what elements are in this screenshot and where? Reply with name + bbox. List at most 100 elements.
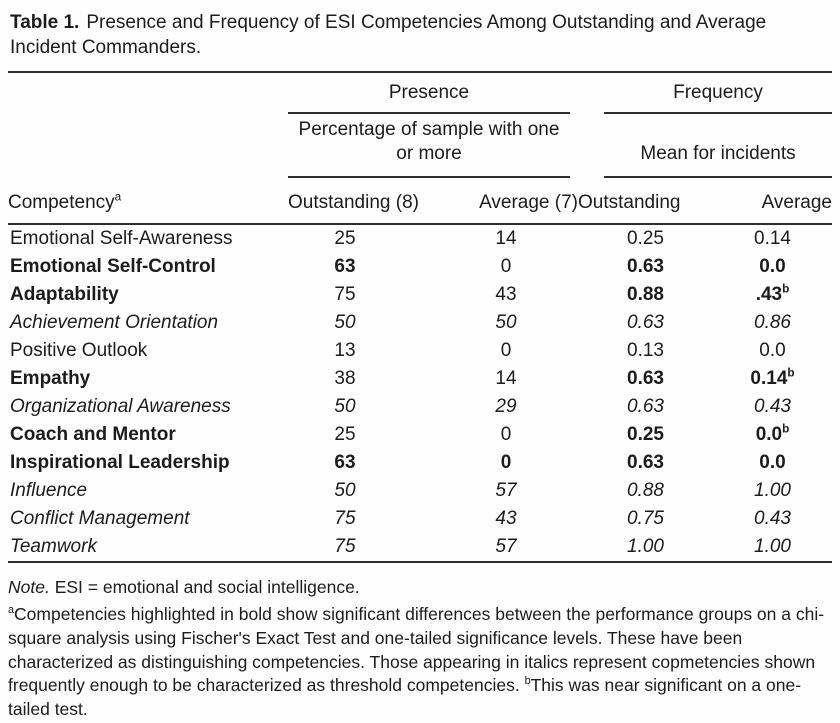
outstanding-8-column-header: Outstanding (8) [288,178,438,226]
footnote-b-marker: b [524,675,531,688]
value-text: 1.00 [754,536,791,558]
outstanding-column-header: Outstanding [578,178,713,226]
value-text: 0.0 [755,424,783,446]
frequency-subheader-cell: Mean for incidents [578,114,832,179]
presence-header: Presence [288,73,570,115]
value-text: 0.43 [754,508,791,530]
table-row: Influence 50 57 0.88 1.00 [8,477,832,505]
table-title: Table 1. Presence and Frequency of ESI Co… [10,10,825,60]
table-row: Adaptability 75 43 0.88 .43b [8,281,832,309]
value-text: 0.43 [754,396,791,418]
value-cell: 50 [334,312,356,334]
footnote-a-text: Competencies highlighted in bold show si… [8,603,825,696]
value-cell: 75 [334,536,356,558]
value-cell: 0.86 [713,309,832,337]
frequency-spanner-cell: Frequency [578,72,832,115]
presence-subheader-label: Percentage of sample with one or more [298,118,560,165]
value-cell: .43b [713,281,832,309]
value-cell: 1.00 [627,536,664,558]
value-cell: 0.63 [627,256,664,278]
value-cell: 14 [495,368,517,390]
value-cell: 0.0 [713,337,832,365]
competency-column-header: Competencya [8,178,288,226]
competency-name: Teamwork [10,536,97,558]
table-number: Table 1. [10,12,80,33]
table-row: Inspirational Leadership 63 0 0.63 0.0 [8,449,832,477]
stub-cell [8,114,288,178]
value-cell: 0.0 [713,449,832,477]
value-cell: 0.14 [713,224,832,253]
value-cell: 75 [334,508,356,530]
footnotes: aCompetencies highlighted in bold show s… [8,603,829,722]
value-text: .43 [755,284,783,306]
value-cell: 0.88 [627,480,664,502]
competency-name: Emotional Self-Awareness [10,228,233,250]
value-cell: 0.0b [713,421,832,449]
value-cell: 29 [495,396,517,418]
value-cell: 0.63 [627,396,664,418]
competency-name: Inspirational Leadership [10,452,230,474]
table-row: Organizational Awareness 50 29 0.63 0.43 [8,393,832,421]
presence-subheader: Percentage of sample with one or more [288,114,570,179]
value-cell: 0.88 [627,284,664,306]
competency-name: Adaptability [10,284,119,306]
table-row: Emotional Self-Awareness 25 14 0.25 0.14 [8,224,832,253]
value-cell: 0.25 [627,228,664,250]
spanner-row-top: Presence Frequency [8,72,832,115]
competency-name: Influence [10,480,88,502]
footnote-a-marker: a [114,190,122,204]
value-cell: 25 [334,228,356,250]
table-row: Achievement Orientation 50 50 0.63 0.86 [8,309,832,337]
table-row: Teamwork 75 57 1.00 1.00 [8,533,832,562]
value-text: 0.0 [759,452,786,474]
spanner-row-sub: Percentage of sample with one or more Me… [8,114,832,179]
table-row: Emotional Self-Control 63 0 0.63 0.0 [8,253,832,281]
footnote-b-marker: b [782,282,790,296]
value-cell: 0.14b [713,365,832,393]
esi-competency-table: Presence Frequency Percentage of sample … [8,71,832,564]
footnote-b-marker: b [787,366,795,380]
footnote-a-marker: a [8,604,15,617]
presence-subheader-cell: Percentage of sample with one or more [288,114,578,179]
table-caption: Presence and Frequency of ESI Competenci… [10,12,767,59]
value-cell: 0.13 [627,340,664,362]
value-cell: 0 [500,424,512,446]
table-row: Positive Outlook 13 0 0.13 0.0 [8,337,832,365]
table-notes: Note. ESI = emotional and social intelli… [8,576,829,722]
value-cell: 75 [334,284,356,306]
average-7-column-header: Average (7) [438,178,578,226]
general-note: Note. ESI = emotional and social intelli… [8,576,829,600]
value-text: 0.86 [754,312,791,334]
value-cell: 63 [334,452,356,474]
competency-name: Empathy [10,368,91,390]
value-cell: 50 [334,480,356,502]
value-cell: 50 [495,312,517,334]
value-text: 0.0 [759,340,786,362]
value-cell: 25 [334,424,356,446]
value-cell: 50 [334,396,356,418]
value-text: 1.00 [754,480,791,502]
value-text: 0.0 [759,256,786,278]
competency-name: Coach and Mentor [10,424,176,446]
value-cell: 0.0 [713,253,832,281]
value-text: 0.14 [754,228,791,250]
value-cell: 43 [495,508,517,530]
frequency-label: Frequency [673,82,763,104]
average-column-header: Average [713,178,832,226]
table-row: Empathy 38 14 0.63 0.14b [8,365,832,393]
competency-header-label: Competency [8,192,115,214]
footnote-b-text: This was near significant on a one-taile… [8,675,802,720]
frequency-subheader: Mean for incidents [604,114,832,179]
value-cell: 13 [334,340,356,362]
presence-label: Presence [388,82,470,104]
frequency-subheader-label: Mean for incidents [640,143,796,165]
footnote-b-marker: b [782,422,790,436]
value-cell: 0 [500,340,512,362]
competency-name: Emotional Self-Control [10,256,216,278]
value-cell: 0.25 [627,424,664,446]
table-row: Coach and Mentor 25 0 0.25 0.0b [8,421,832,449]
presence-spanner-cell: Presence [288,72,578,115]
value-cell: 0.43 [713,505,832,533]
competency-name: Organizational Awareness [10,396,231,418]
